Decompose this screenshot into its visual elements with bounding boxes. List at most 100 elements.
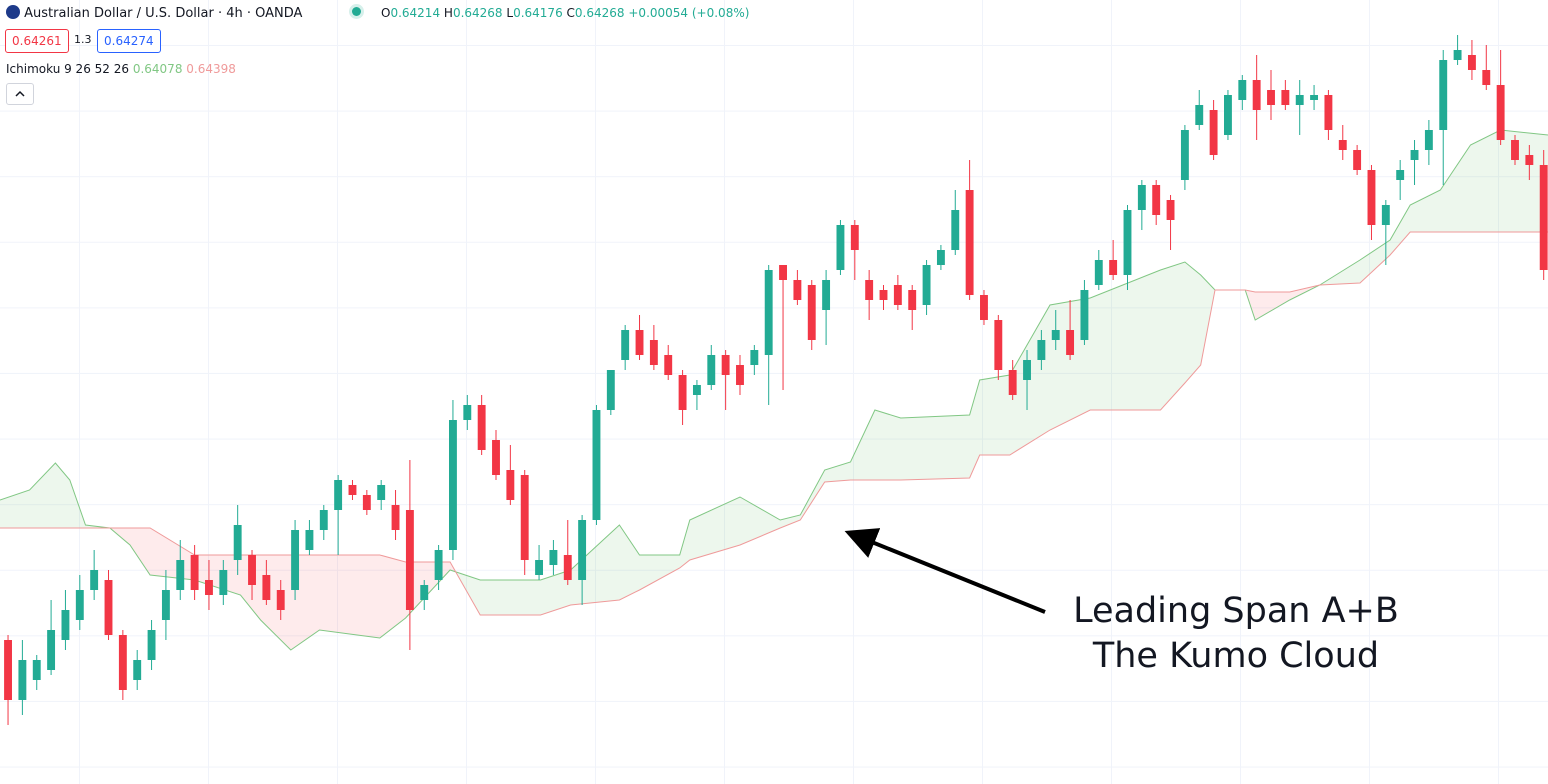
candle-body (606, 370, 615, 410)
candle-body (1209, 110, 1218, 155)
candle-body (635, 330, 644, 355)
ohlc-value: 0.64176 (513, 6, 563, 20)
candle-body (893, 285, 902, 305)
candle-body (965, 190, 974, 295)
ohlc-label: L (506, 6, 514, 20)
candle-body (1094, 260, 1103, 285)
candle-body (1367, 170, 1376, 225)
change: +0.00054 (+0.08%) (628, 6, 750, 20)
status (352, 5, 361, 20)
candle-body (980, 295, 988, 320)
candle-body (1525, 155, 1534, 165)
candle-body (449, 420, 457, 550)
buy-button[interactable]: 0.64274 (97, 29, 161, 53)
candle-body (1511, 140, 1519, 160)
candle-body (434, 550, 443, 580)
candle-body (506, 470, 515, 500)
candle-body (1023, 360, 1031, 380)
candle-body (348, 485, 357, 495)
indicator-name[interactable]: Ichimoku 9 26 52 26 (6, 62, 129, 76)
candle-body (750, 350, 759, 365)
candle-body (736, 365, 744, 385)
candle-body (707, 355, 716, 385)
candle-body (908, 290, 917, 310)
candle-body (535, 560, 544, 575)
candle-body (1467, 55, 1476, 70)
candle-body (1324, 95, 1333, 130)
cloud (0, 129, 1548, 651)
candle-body (1439, 60, 1448, 130)
candle-body (1008, 370, 1017, 395)
candle-body (994, 320, 1003, 370)
candle-body (836, 225, 845, 270)
ohlc-label: H (443, 6, 453, 20)
candle-body (1238, 80, 1247, 100)
candle-body (563, 555, 572, 580)
indicator-value: 0.64078 (132, 62, 183, 76)
candle-body (793, 280, 802, 300)
candle-body (161, 590, 170, 620)
candle-body (205, 580, 213, 595)
candle-body (1195, 105, 1204, 125)
candle-body (1338, 140, 1347, 150)
candle-body (1137, 185, 1146, 210)
candle-body (305, 530, 314, 550)
candle-body (104, 580, 113, 635)
candle-body (951, 210, 960, 250)
candle-body (850, 225, 859, 250)
flag-icon (6, 5, 20, 19)
candle-body (922, 265, 931, 305)
candle-body (32, 660, 41, 680)
candle-body (692, 385, 701, 395)
candle-body (721, 355, 730, 375)
sell-button[interactable]: 0.64261 (5, 29, 69, 53)
candle-body (219, 570, 228, 595)
candle-body (1152, 185, 1161, 215)
candle-body (1353, 150, 1362, 170)
candle-body (362, 495, 371, 510)
cloud-fill-bearish (0, 232, 1548, 650)
candle-body (61, 610, 70, 640)
candle-body (649, 340, 658, 365)
header: Australian Dollar / U.S. Dollar · 4h · O… (6, 5, 302, 21)
candle-body (477, 405, 486, 450)
span-b-line (0, 231, 1548, 616)
candle-body (1166, 200, 1175, 220)
collapse-button[interactable] (6, 83, 34, 105)
candle-body (262, 575, 271, 600)
candle-body (1123, 210, 1132, 275)
annotation: Leading Span A+B (1073, 591, 1399, 631)
candle-body (276, 590, 285, 610)
chevron (15, 90, 25, 97)
candle-body (190, 555, 199, 590)
candle-body (1080, 290, 1089, 340)
symbol[interactable]: Australian Dollar / U.S. Dollar · 4h · O… (24, 6, 303, 21)
candle-body (1539, 165, 1548, 270)
ohlc-label: O (381, 6, 391, 20)
candle-body (176, 560, 185, 590)
candle-body (1396, 170, 1405, 180)
candle-body (133, 660, 142, 680)
candle-body (1267, 90, 1275, 105)
candle-body (621, 330, 630, 360)
candle-body (233, 525, 242, 560)
candle-body (879, 290, 888, 300)
candle-body (377, 485, 386, 500)
candle-body (1252, 80, 1261, 110)
candle-body (549, 550, 558, 565)
candle-body (592, 410, 601, 520)
candle-body (492, 440, 500, 475)
ohlc-value: 0.64214 (390, 6, 441, 20)
candle-body (578, 520, 587, 580)
ohlc-value: 0.64268 (452, 6, 503, 20)
candle-body (822, 280, 831, 310)
candle-body (1224, 95, 1232, 135)
indicator-value: 0.64398 (186, 62, 236, 76)
candle-body (764, 270, 773, 355)
candle-body (291, 530, 300, 590)
candle-body (319, 510, 328, 530)
candle-body (147, 630, 156, 660)
candle-body (420, 585, 429, 600)
